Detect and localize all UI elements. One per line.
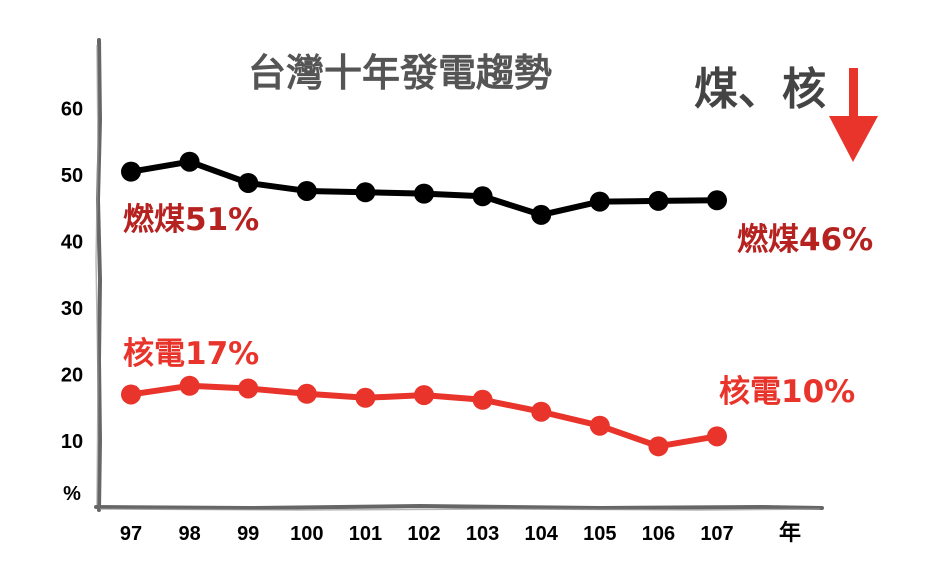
x-ticks: 97 98 99 100 101 102 103 104 105 106 107 (120, 523, 734, 545)
y-tick-label: 10 (61, 431, 83, 453)
data-point (121, 384, 141, 405)
annotation-nuclear-end: 核電10% (719, 374, 855, 410)
axes (94, 38, 824, 512)
x-tick-label: 99 (237, 523, 259, 545)
data-point (296, 180, 317, 201)
x-tick-label: 105 (583, 523, 616, 545)
data-point (707, 190, 727, 211)
data-point (179, 375, 200, 396)
x-tick-label: 103 (466, 523, 499, 545)
y-tick-label: 30 (61, 298, 83, 320)
data-point (531, 401, 552, 422)
data-point (648, 190, 669, 211)
x-axis-rough (99, 508, 821, 511)
y-ticks: 60 50 40 30 20 10 (61, 99, 83, 454)
annotation-coal-end: 燃煤46% (737, 222, 873, 258)
data-point (648, 436, 669, 457)
series-coal (121, 151, 727, 225)
data-point (238, 172, 259, 193)
down-arrow-icon (829, 68, 878, 162)
chart-subtitle: 煤、核 (694, 64, 826, 115)
y-axis-label: % (63, 483, 81, 505)
annotation-coal-start: 燃煤51% (123, 202, 259, 238)
y-tick-label: 20 (61, 365, 83, 387)
data-point (414, 183, 434, 204)
data-point (472, 186, 493, 207)
x-axis (94, 503, 824, 511)
data-point (589, 191, 610, 212)
x-tick-label: 100 (290, 523, 323, 545)
y-tick-label: 50 (61, 165, 83, 187)
x-tick-label: 97 (120, 523, 142, 545)
y-axis (95, 38, 103, 512)
y-tick-label: 60 (61, 99, 83, 121)
x-tick-label: 106 (642, 523, 675, 545)
x-tick-label: 102 (407, 523, 440, 545)
series-nuclear (121, 375, 727, 457)
data-point (355, 387, 376, 408)
y-axis-rough (95, 44, 99, 506)
data-point (531, 204, 552, 225)
x-tick-label: 104 (525, 523, 559, 545)
data-point (472, 389, 493, 410)
data-point (707, 426, 727, 447)
x-axis-label: 年 (779, 520, 801, 545)
data-point (238, 378, 259, 399)
data-point (296, 383, 317, 404)
data-point (179, 151, 200, 172)
data-point (414, 385, 434, 406)
chart-title: 台灣十年發電趨勢 (248, 51, 552, 95)
y-tick-label: 40 (61, 232, 83, 254)
data-point (589, 415, 610, 436)
data-point (355, 182, 376, 203)
x-tick-label: 98 (178, 523, 200, 545)
x-tick-label: 107 (700, 523, 733, 545)
annotation-nuclear-start: 核電17% (123, 336, 259, 372)
series-layer (121, 151, 727, 457)
data-point (121, 161, 141, 182)
x-tick-label: 101 (349, 523, 382, 545)
